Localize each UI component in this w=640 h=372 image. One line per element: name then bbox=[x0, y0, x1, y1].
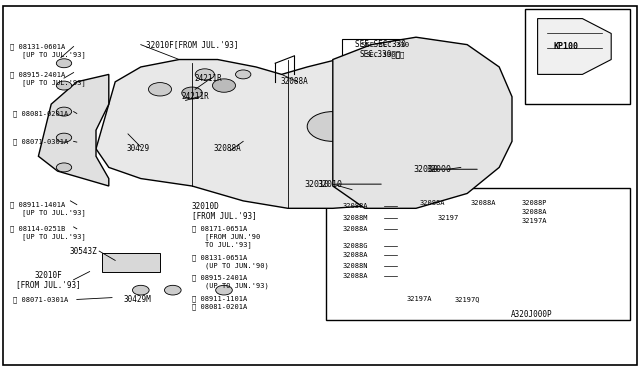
Text: ⓝ 08911-1401A: ⓝ 08911-1401A bbox=[10, 201, 65, 208]
Text: 32088A: 32088A bbox=[213, 144, 241, 153]
Text: 32010D: 32010D bbox=[192, 202, 220, 211]
Text: 32088N: 32088N bbox=[342, 263, 368, 269]
Text: 32197A: 32197A bbox=[522, 218, 547, 224]
Polygon shape bbox=[333, 37, 512, 208]
Text: 32088A: 32088A bbox=[470, 200, 496, 206]
Text: (UP TO JUN.'90): (UP TO JUN.'90) bbox=[205, 262, 269, 269]
Text: 30543Z: 30543Z bbox=[69, 247, 97, 256]
Text: 32088A: 32088A bbox=[419, 200, 445, 206]
Bar bbox=[342, 39, 429, 67]
Text: 32197A: 32197A bbox=[406, 296, 432, 302]
Circle shape bbox=[212, 79, 236, 92]
Text: Ⓑ 08171-0651A: Ⓑ 08171-0651A bbox=[192, 225, 247, 232]
Text: A320J000P: A320J000P bbox=[510, 310, 552, 319]
Circle shape bbox=[384, 104, 448, 141]
Text: TO JUL.'93]: TO JUL.'93] bbox=[205, 241, 252, 248]
Text: [UP TO JUL.'93]: [UP TO JUL.'93] bbox=[22, 52, 86, 58]
Text: Ⓑ 08081-0201A: Ⓑ 08081-0201A bbox=[13, 110, 68, 117]
Text: SEE SEC.330: SEE SEC.330 bbox=[361, 42, 410, 48]
Text: 32088M: 32088M bbox=[342, 215, 368, 221]
Text: [UP TO JUL.'93]: [UP TO JUL.'93] bbox=[22, 209, 86, 216]
Text: SEE SEC.330: SEE SEC.330 bbox=[355, 40, 406, 49]
Circle shape bbox=[164, 285, 181, 295]
Text: 32010: 32010 bbox=[305, 180, 330, 189]
Text: [FROM JUN.'90: [FROM JUN.'90 bbox=[205, 234, 260, 240]
Text: 32197: 32197 bbox=[437, 215, 458, 221]
Text: Ⓦ 08915-2401A: Ⓦ 08915-2401A bbox=[10, 71, 65, 78]
Polygon shape bbox=[538, 19, 611, 74]
Circle shape bbox=[182, 87, 202, 99]
Circle shape bbox=[442, 100, 480, 123]
Text: Ⓑ 08114-0251B: Ⓑ 08114-0251B bbox=[10, 225, 65, 232]
Text: SEC.330参照: SEC.330参照 bbox=[365, 51, 405, 58]
Text: [FROM JUL.'93]: [FROM JUL.'93] bbox=[192, 211, 257, 220]
Text: Ⓑ 08071-0301A: Ⓑ 08071-0301A bbox=[13, 296, 68, 303]
Text: ⓝ 08911-1101A: ⓝ 08911-1101A bbox=[192, 295, 247, 302]
Text: 24211R: 24211R bbox=[181, 92, 209, 101]
Circle shape bbox=[56, 133, 72, 142]
Text: Ⓑ 08071-0301A: Ⓑ 08071-0301A bbox=[13, 139, 68, 145]
Circle shape bbox=[56, 59, 72, 68]
Text: Ⓑ 08131-0651A: Ⓑ 08131-0651A bbox=[192, 254, 247, 261]
Text: [UP TO JUL.'93]: [UP TO JUL.'93] bbox=[22, 79, 86, 86]
Text: 24211R: 24211R bbox=[194, 74, 222, 83]
Text: 32088A: 32088A bbox=[522, 209, 547, 215]
Text: 32197Q: 32197Q bbox=[454, 296, 480, 302]
Polygon shape bbox=[96, 45, 499, 208]
Text: (UP TO JUN.'93): (UP TO JUN.'93) bbox=[205, 283, 269, 289]
Bar bbox=[525, 9, 630, 104]
Text: 32088A: 32088A bbox=[342, 203, 368, 209]
Text: 32010: 32010 bbox=[317, 180, 342, 189]
Circle shape bbox=[195, 69, 214, 80]
Text: 30429M: 30429M bbox=[124, 295, 152, 304]
Text: 32010F[FROM JUL.'93]: 32010F[FROM JUL.'93] bbox=[146, 40, 238, 49]
Text: 32088A: 32088A bbox=[342, 252, 368, 258]
Text: 32088A: 32088A bbox=[280, 77, 308, 86]
Text: Ⓑ 08081-0201A: Ⓑ 08081-0201A bbox=[192, 304, 247, 310]
Circle shape bbox=[148, 83, 172, 96]
Text: 32088A: 32088A bbox=[342, 273, 368, 279]
Polygon shape bbox=[102, 253, 160, 272]
Text: [FROM JUL.'93]: [FROM JUL.'93] bbox=[15, 280, 81, 289]
Circle shape bbox=[236, 70, 251, 79]
Text: KP100: KP100 bbox=[554, 42, 579, 51]
Text: 32010F: 32010F bbox=[34, 271, 62, 280]
Text: Ⓦ 08915-2401A: Ⓦ 08915-2401A bbox=[192, 275, 247, 281]
Text: 30429: 30429 bbox=[126, 144, 149, 153]
Polygon shape bbox=[38, 74, 109, 186]
Text: 32088G: 32088G bbox=[342, 243, 368, 248]
Circle shape bbox=[56, 163, 72, 172]
Text: SEC.330参照: SEC.330参照 bbox=[360, 49, 402, 58]
Text: Ⓑ 08131-0601A: Ⓑ 08131-0601A bbox=[10, 43, 65, 50]
Text: 32088P: 32088P bbox=[522, 200, 547, 206]
Text: 32088A: 32088A bbox=[342, 226, 368, 232]
Circle shape bbox=[56, 81, 72, 90]
Bar bbox=[326, 188, 630, 320]
Text: 32000: 32000 bbox=[426, 165, 451, 174]
Circle shape bbox=[132, 285, 149, 295]
Text: 32000: 32000 bbox=[413, 165, 438, 174]
Text: [UP TO JUL.'93]: [UP TO JUL.'93] bbox=[22, 234, 86, 240]
Circle shape bbox=[216, 285, 232, 295]
Circle shape bbox=[307, 112, 358, 141]
Circle shape bbox=[56, 107, 72, 116]
